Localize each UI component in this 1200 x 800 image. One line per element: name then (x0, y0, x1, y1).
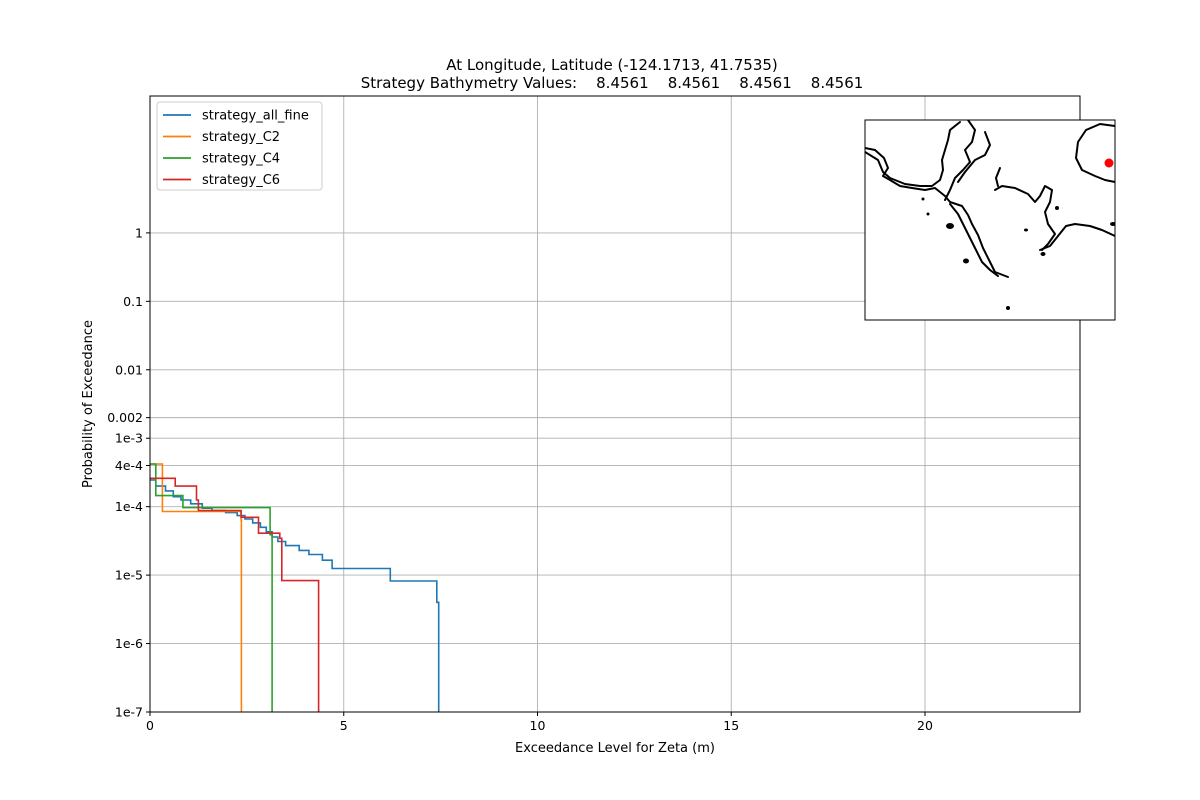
coastline-central (994, 185, 1056, 251)
legend-label: strategy_all_fine (202, 109, 309, 124)
x-tick-label: 0 (146, 718, 154, 733)
y-axis-ticks: 1 0.1 0.01 0.002 1e-3 4e-4 1e-4 1e-5 1e-6 1e-7 (107, 225, 150, 720)
location-marker (1104, 158, 1114, 168)
island-4 (1055, 206, 1059, 210)
y-tick-label: 1e-5 (115, 568, 143, 583)
x-tick-label: 20 (917, 718, 933, 733)
plot-frame (149, 95, 1081, 713)
lake-outline (1075, 123, 1115, 183)
island-5 (1040, 252, 1046, 256)
legend-label: strategy_C6 (202, 173, 280, 188)
island-8 (1024, 228, 1028, 232)
island-6 (926, 212, 930, 216)
y-tick-label: 1e-7 (115, 705, 143, 720)
chart-subtitle: Strategy Bathymetry Values: 8.4561 8.456… (361, 74, 864, 92)
y-tick-label: 0.002 (107, 410, 143, 425)
legend-label: strategy_C4 (202, 152, 280, 167)
series-line-strategy-all-fine (150, 479, 440, 712)
y-tick-label: 1e-3 (115, 431, 143, 446)
coastline-west-inner (865, 121, 961, 187)
island-2 (963, 258, 969, 264)
series-line-strategy-C4 (150, 463, 273, 712)
y-tick-label: 0.01 (115, 362, 143, 377)
coastline-west (865, 147, 1009, 278)
coastline-east (1039, 223, 1115, 251)
river-channel (944, 120, 976, 201)
legend-box (156, 101, 323, 191)
island-9 (1110, 222, 1115, 226)
y-tick-label: 0.1 (123, 294, 143, 309)
x-axis-ticks: 0 5 10 15 20 (146, 712, 933, 733)
island-7 (921, 197, 925, 201)
island-3 (1006, 306, 1010, 310)
river-channel-2 (957, 131, 991, 183)
y-axis-label: Probability of Exceedance (81, 320, 96, 488)
y-tick-label: 1e-4 (115, 499, 143, 514)
y-tick-label: 1 (135, 225, 143, 240)
y-tick-label: 4e-4 (115, 458, 143, 473)
legend: strategy_all_fine strategy_C2 strategy_C4s… (156, 101, 323, 191)
y-tick-label: 1e-6 (115, 636, 143, 651)
series-line-strategy-C6 (150, 477, 320, 712)
island-1 (946, 223, 954, 229)
inset-map-frame (864, 119, 1116, 321)
series-lines (150, 463, 440, 712)
legend-label: strategy_C2 (202, 130, 280, 145)
spit (949, 203, 999, 277)
x-tick-label: 15 (723, 718, 739, 733)
x-axis-label: Exceedance Level for Zeta (m) (515, 741, 715, 756)
x-tick-label: 10 (530, 718, 546, 733)
x-tick-label: 5 (340, 718, 348, 733)
chart-title: At Longitude, Latitude (-124.1713, 41.75… (446, 56, 778, 74)
inset-map (864, 119, 1116, 321)
river-small (995, 167, 1001, 187)
